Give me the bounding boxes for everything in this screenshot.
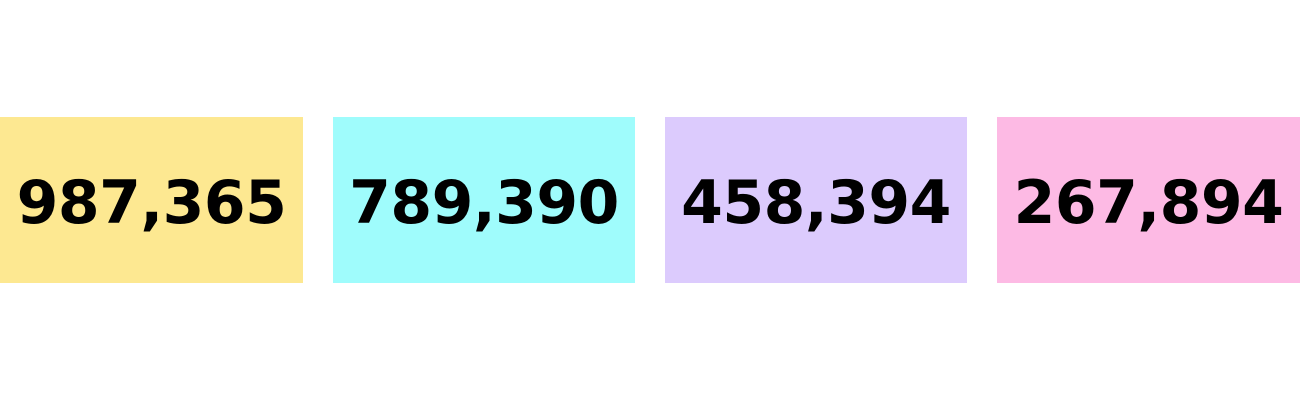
stat-card-yellow: 987,365 [0, 117, 303, 283]
stat-value: 987,365 [16, 168, 287, 238]
stat-card-pink: 267,894 [997, 117, 1300, 283]
stat-card-cyan: 789,390 [333, 117, 635, 283]
stat-value: 789,390 [349, 168, 619, 238]
stat-value: 458,394 [681, 168, 951, 238]
stat-card-lavender: 458,394 [665, 117, 967, 283]
stat-value: 267,894 [1013, 168, 1284, 238]
